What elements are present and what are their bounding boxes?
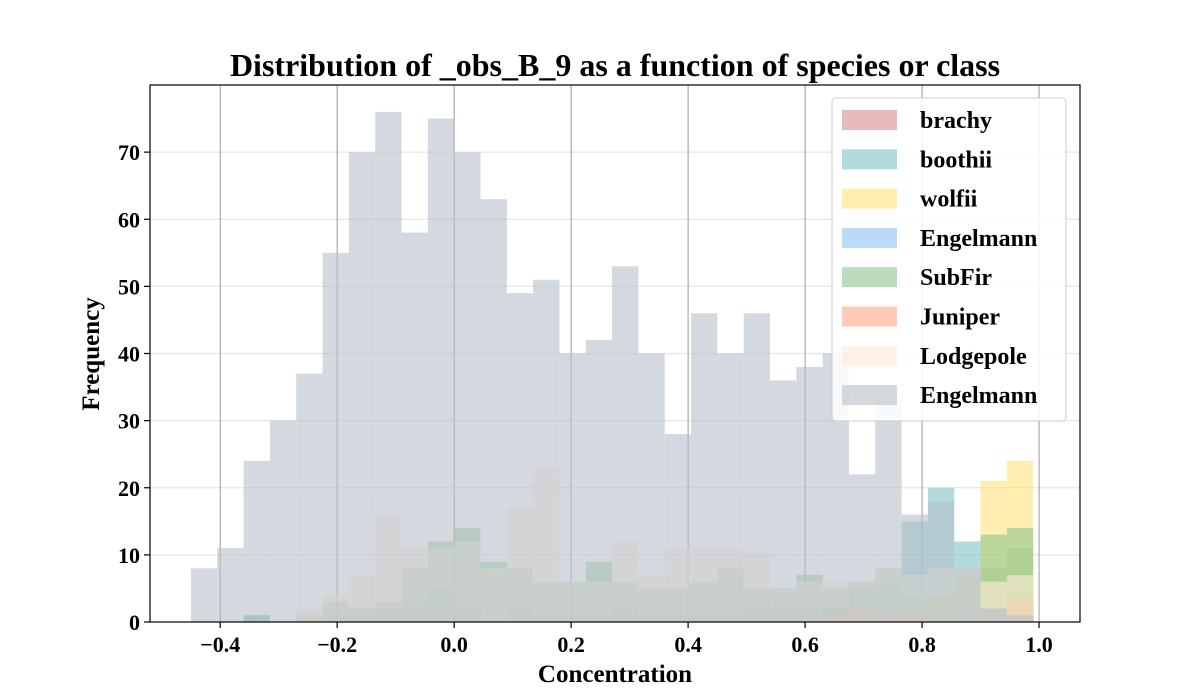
histogram-bar (796, 366, 823, 622)
histogram-bars (190, 111, 1034, 623)
legend-label: boothii (920, 147, 992, 173)
x-tick-label: 0.8 (908, 632, 936, 657)
histogram-bar (401, 232, 428, 623)
histogram-bar (243, 460, 270, 622)
histogram-bar (454, 152, 481, 622)
legend-swatch (842, 385, 897, 406)
histogram-bar (875, 400, 902, 622)
legend-swatch (842, 227, 897, 248)
histogram-bar (559, 353, 586, 622)
legend-box (831, 97, 1067, 422)
histogram-bar (770, 380, 797, 622)
histogram-bar (743, 313, 770, 622)
histogram-bar (506, 293, 534, 622)
legend-label: Lodgepole (920, 344, 1027, 370)
histogram-bar (427, 118, 455, 622)
histogram-bar (375, 111, 402, 622)
histogram-bar (638, 353, 665, 622)
histogram-bar (190, 568, 218, 622)
y-tick-label: 10 (118, 543, 140, 568)
legend: brachy boothii wolfii Engelmann SubFir Junipe… (831, 97, 1067, 422)
legend-label: Engelmann (920, 226, 1037, 252)
y-axis-label: Frequency (78, 297, 105, 411)
histogram-bar (585, 340, 613, 622)
y-tick-label: 30 (118, 409, 140, 434)
histogram-bar (980, 608, 1007, 622)
histogram-bar (1006, 575, 1034, 622)
histogram-bar (322, 252, 349, 622)
y-tick-label: 70 (118, 140, 140, 165)
x-tick-label: 0.4 (674, 632, 702, 657)
histogram-bar (954, 568, 981, 622)
legend-label: wolfii (920, 187, 978, 213)
x-axis-ticks: −0.4 −0.2 0.0 0.2 0.4 0.6 0.8 1.0 (200, 622, 1053, 657)
histogram-bar (664, 434, 692, 622)
histogram-bar (901, 514, 928, 622)
histogram-bar (927, 501, 955, 622)
x-tick-label: 0.0 (440, 632, 468, 657)
y-tick-label: 50 (118, 274, 140, 299)
x-axis-label: Concentration (538, 661, 692, 688)
histogram-bar (217, 548, 244, 622)
legend-swatch (842, 306, 897, 327)
legend-label: brachy (920, 108, 992, 134)
x-tick-label: 0.2 (557, 632, 585, 657)
plot-area (149, 84, 1081, 623)
histogram-bar (296, 373, 323, 622)
legend-swatch (842, 345, 897, 366)
legend-label: SubFir (920, 265, 992, 291)
legend-swatch (842, 267, 897, 288)
histogram-bar (691, 313, 718, 622)
legend-swatch (842, 188, 897, 209)
histogram-bar (848, 474, 876, 622)
histogram-bar (348, 152, 376, 622)
legend-label: Juniper (920, 305, 1000, 331)
y-tick-label: 60 (118, 207, 140, 232)
legend-swatch (842, 149, 897, 170)
y-tick-label: 0 (129, 610, 140, 635)
chart-title: Distribution of _obs_B_9 as a function o… (230, 47, 1000, 83)
histogram-bar (717, 353, 744, 622)
x-tick-label: −0.2 (317, 632, 357, 657)
y-axis-ticks: 0 10 20 30 40 50 60 70 (118, 140, 150, 635)
y-tick-label: 20 (118, 476, 140, 501)
x-tick-label: 1.0 (1025, 632, 1053, 657)
histogram-bar (533, 279, 560, 622)
legend-label: Engelmann (920, 383, 1037, 409)
series-7-bars (190, 111, 1034, 623)
histogram-bar (612, 266, 639, 622)
x-tick-label: 0.6 (791, 632, 819, 657)
histogram-bar (1006, 615, 1034, 622)
histogram-bar (480, 199, 507, 623)
x-tick-label: −0.4 (200, 632, 240, 657)
histogram-bar (269, 420, 297, 622)
legend-swatch (842, 110, 897, 130)
y-tick-label: 40 (118, 342, 140, 367)
